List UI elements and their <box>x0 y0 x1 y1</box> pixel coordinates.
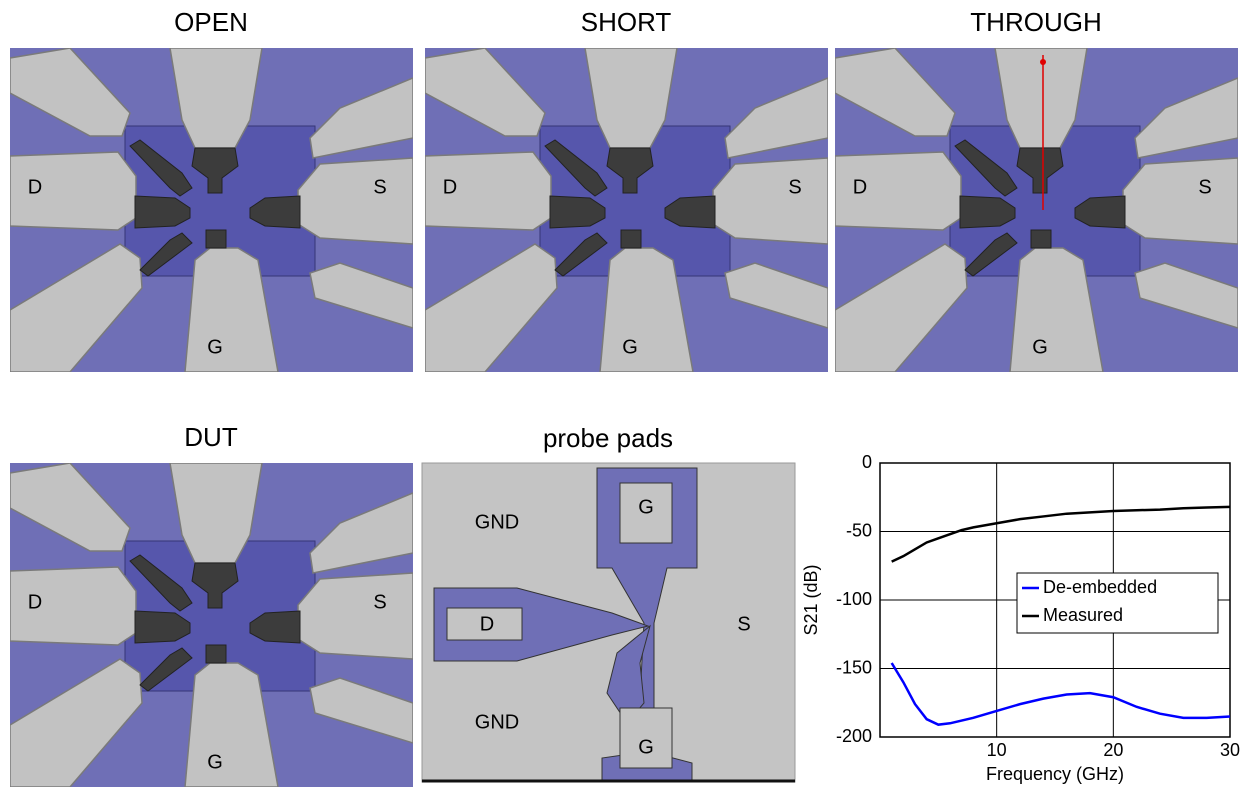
x-tick-label: 30 <box>1220 740 1240 760</box>
probe-pads: GND G D S GND G <box>422 463 795 782</box>
pad-label: G <box>638 496 654 518</box>
pad-label: S <box>737 613 750 635</box>
panel-title: probe pads <box>543 423 673 453</box>
terminal-label: S <box>373 591 386 613</box>
panel-title: THROUGH <box>970 7 1101 37</box>
legend-label: Measured <box>1043 605 1123 625</box>
terminal-label: D <box>28 176 42 198</box>
terminal-label: G <box>207 751 223 773</box>
panel-title: OPEN <box>174 7 248 37</box>
terminal-label: D <box>853 176 867 198</box>
terminal-label: G <box>622 336 638 358</box>
axis-marker <box>1040 59 1046 65</box>
y-tick-label: -100 <box>836 589 872 609</box>
legend-label: De-embedded <box>1043 577 1157 597</box>
terminal-label: S <box>788 176 801 198</box>
y-tick-label: 0 <box>862 452 872 472</box>
panel-title: DUT <box>184 422 238 452</box>
x-tick-label: 20 <box>1103 740 1123 760</box>
terminal-label: S <box>373 176 386 198</box>
terminal-label: D <box>28 591 42 613</box>
panel-image <box>10 48 413 372</box>
figure: OPENDSGSHORTDSGTHROUGHDSGDUTDSGGNDGDSGND… <box>0 0 1250 793</box>
pad-label: GND <box>475 511 519 533</box>
y-axis-label: S21 (dB) <box>801 564 821 635</box>
pad-label: D <box>480 613 494 635</box>
x-axis-label: Frequency (GHz) <box>986 764 1124 784</box>
x-tick-label: 10 <box>987 740 1007 760</box>
terminal-label: G <box>207 336 223 358</box>
panel-image <box>835 48 1238 372</box>
terminal-label: G <box>1032 336 1048 358</box>
pad-label: GND <box>475 711 519 733</box>
panel-title: SHORT <box>581 7 672 37</box>
terminal-label: S <box>1198 176 1211 198</box>
panel-image <box>10 463 413 787</box>
y-tick-label: -200 <box>836 726 872 746</box>
panel-image <box>425 48 828 372</box>
y-tick-label: -150 <box>836 657 872 677</box>
pad-label: G <box>638 736 654 758</box>
y-tick-label: -50 <box>846 520 872 540</box>
terminal-label: D <box>443 176 457 198</box>
